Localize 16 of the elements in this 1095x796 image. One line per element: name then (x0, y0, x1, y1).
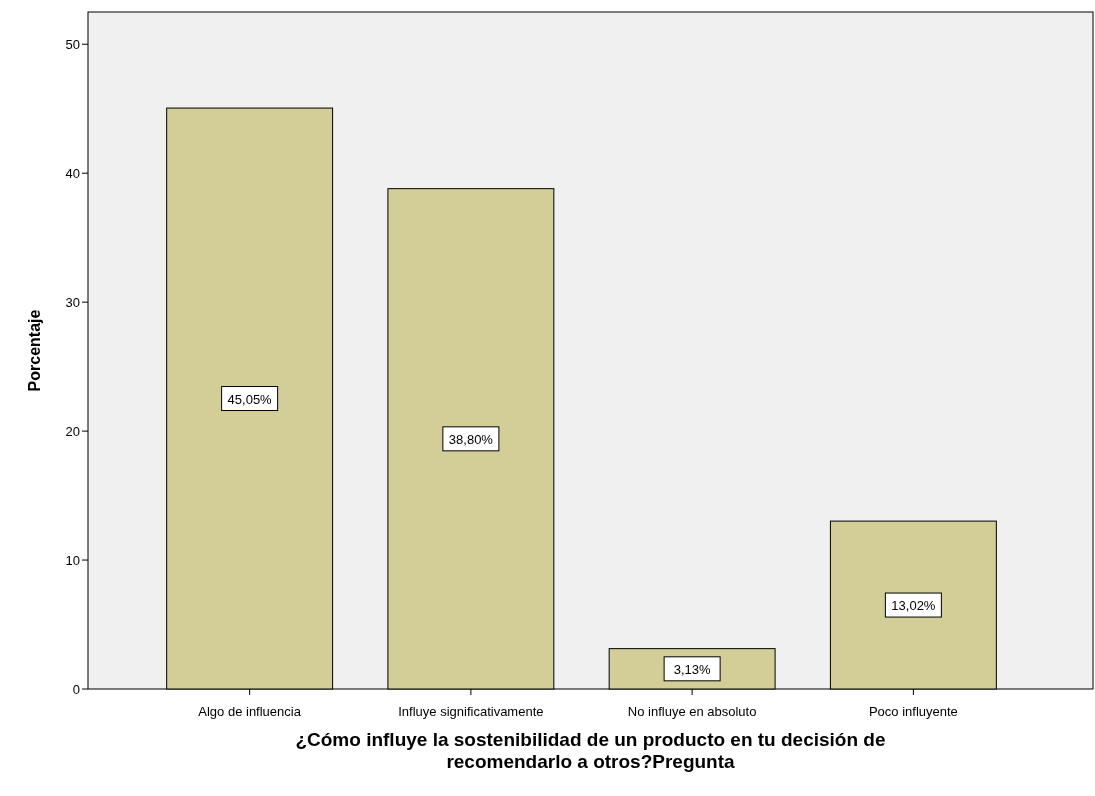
x-axis-title: ¿Cómo influye la sostenibilidad de un producto en tu decisión de recomendarlo a otros?Pregunta (294, 729, 887, 773)
y-tick-label: 30 (65, 295, 80, 311)
data-label: 38,80% (448, 431, 494, 447)
y-tick-label: 0 (72, 682, 80, 697)
x-tick-label: Influye significativamente (398, 704, 544, 719)
data-label: 13,02% (891, 598, 936, 614)
y-tick-label: 20 (65, 424, 80, 440)
x-tick-label: Poco influyente (868, 704, 958, 719)
data-label: 45,05% (227, 391, 273, 407)
x-tick-label: Algo de influencia (198, 704, 302, 719)
y-axis-title: Porcentaje (26, 309, 43, 392)
data-label: 3,13% (673, 661, 711, 677)
y-tick-label: 10 (65, 553, 80, 569)
x-tick-label: No influye en absoluto (627, 704, 757, 719)
y-tick-label: 40 (65, 166, 80, 182)
y-tick-label: 50 (65, 37, 80, 53)
